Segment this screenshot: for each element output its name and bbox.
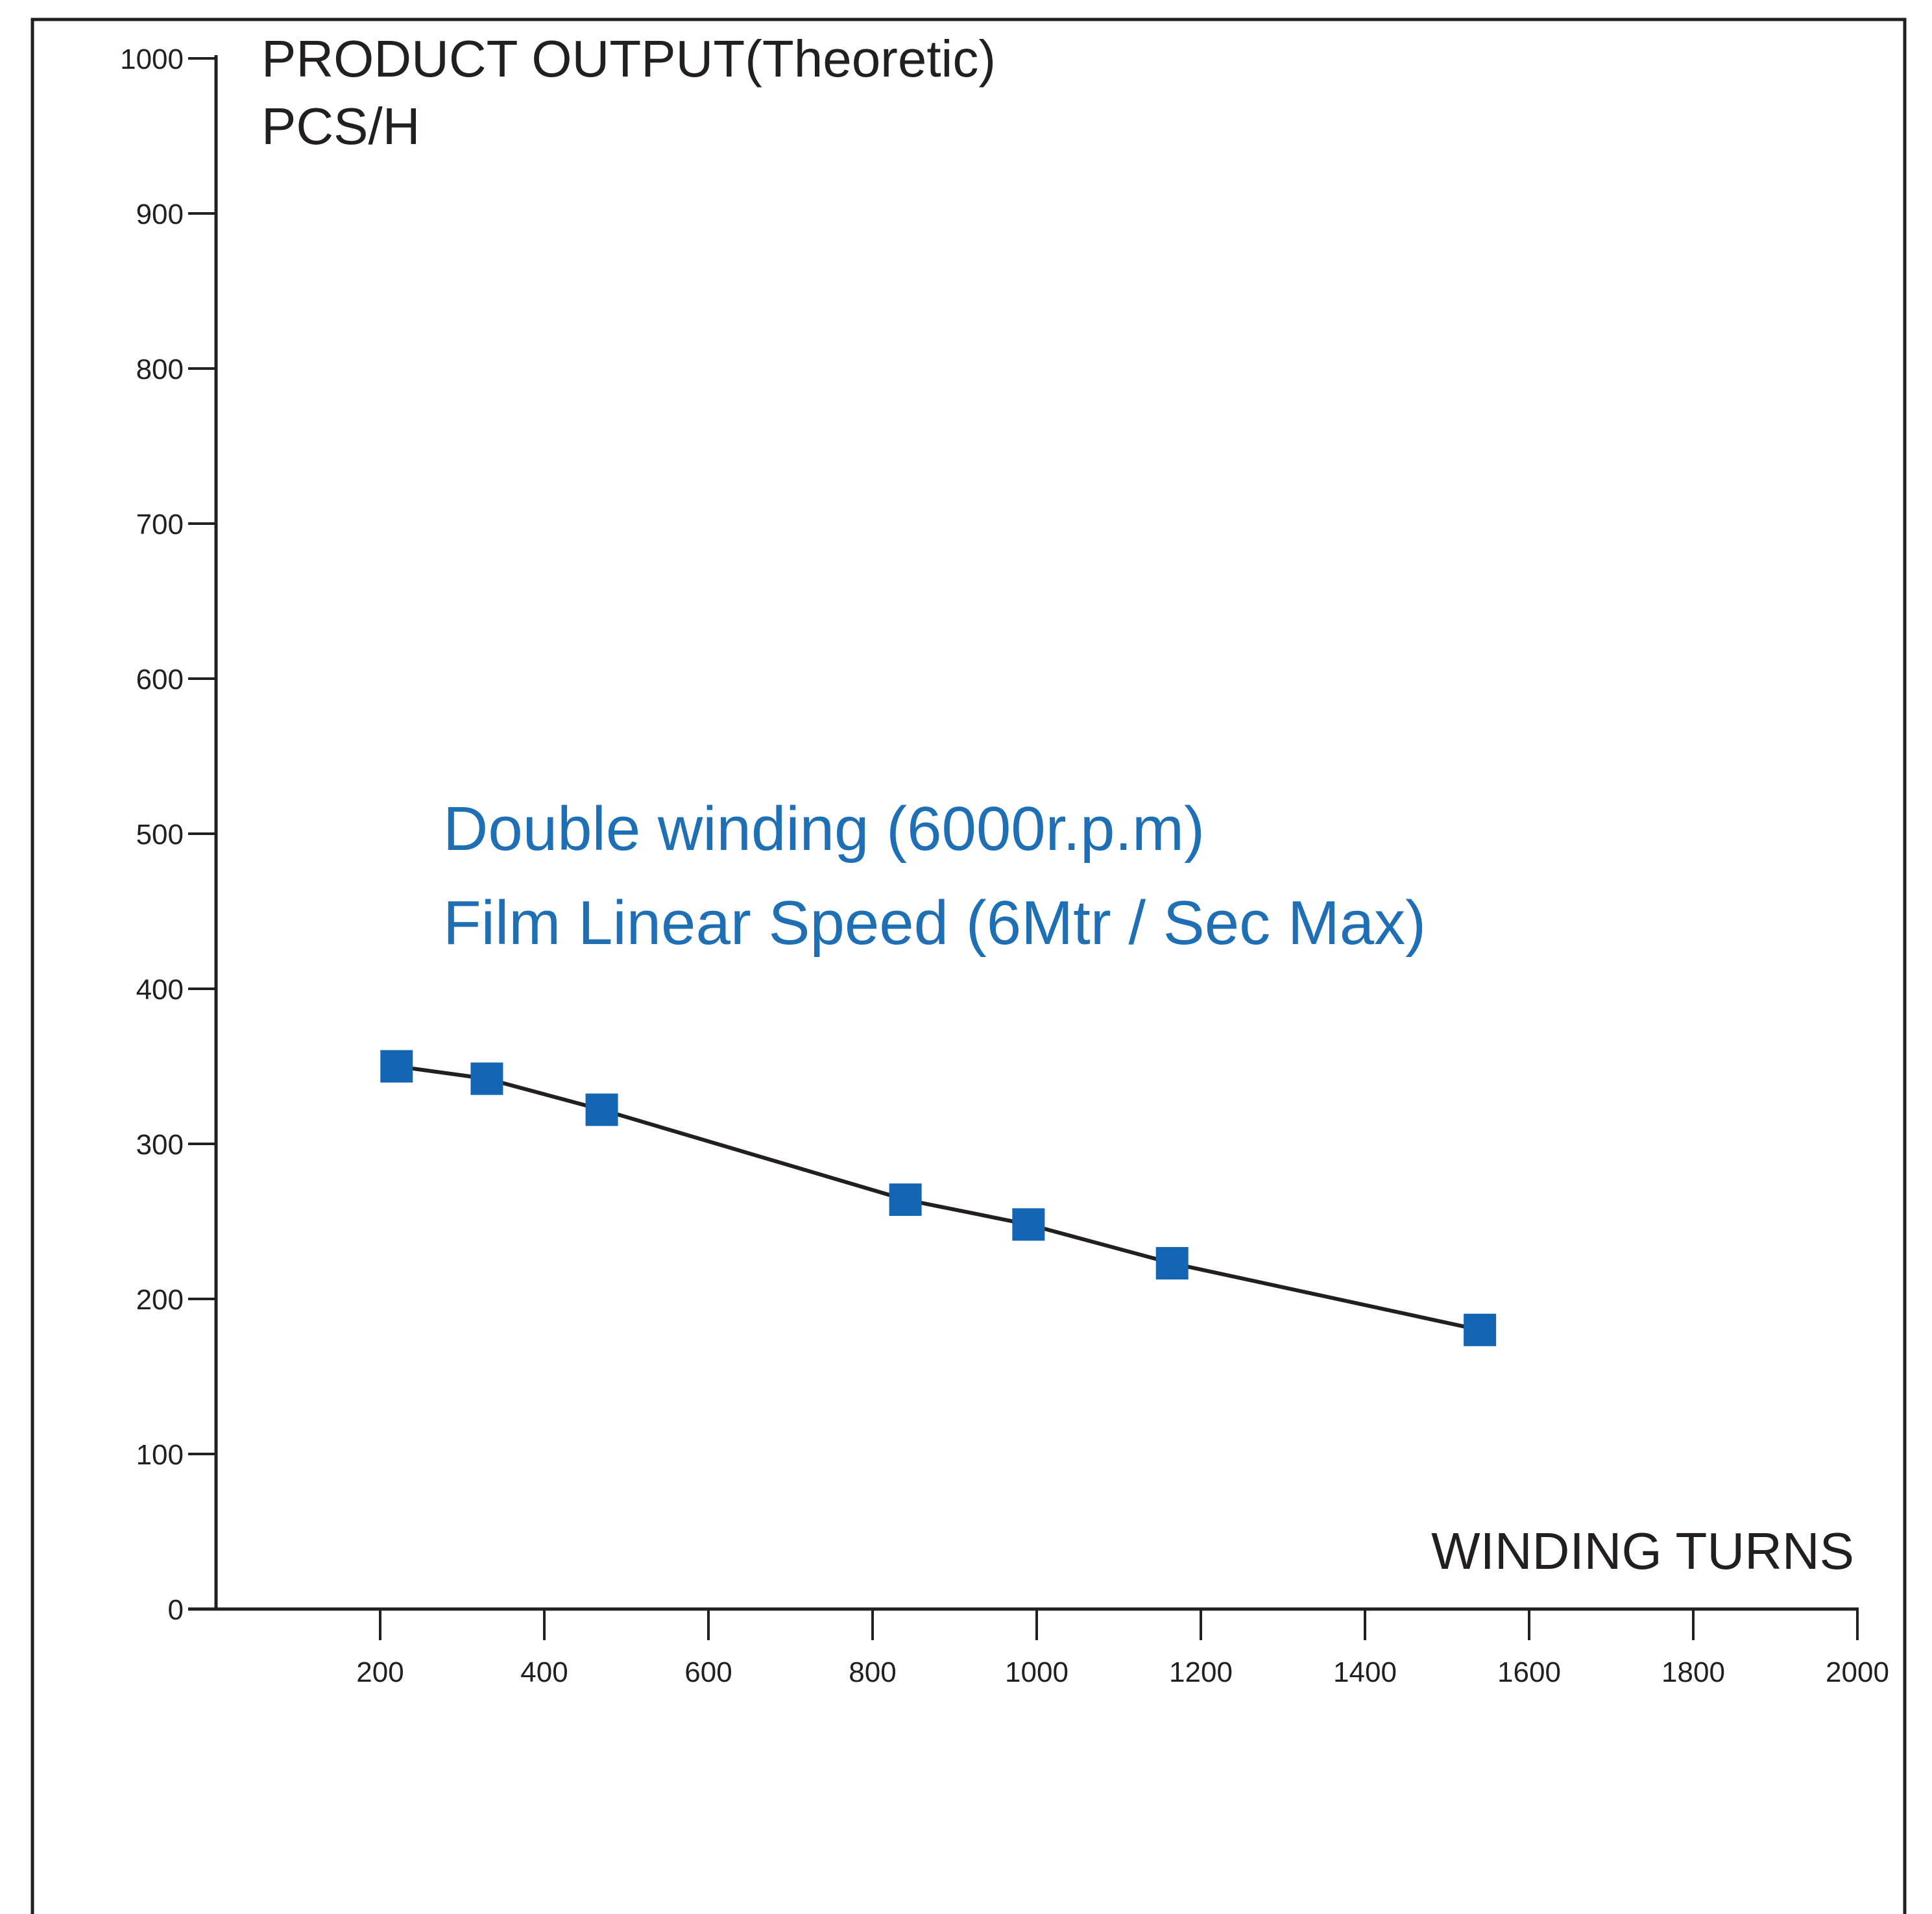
data-point-marker (470, 1062, 503, 1095)
y-tick-label: 100 (136, 1439, 184, 1471)
x-tick-label: 1800 (1661, 1656, 1725, 1688)
y-tick-label: 500 (136, 819, 184, 851)
annotation-double-winding: Double winding (6000r.p.m) (443, 794, 1205, 864)
x-tick-label: 1400 (1333, 1656, 1397, 1688)
data-point-marker (1464, 1313, 1497, 1346)
x-tick-label: 600 (684, 1656, 732, 1688)
x-tick-label: 2000 (1826, 1656, 1889, 1688)
annotation-film-linear-speed: Film Linear Speed (6Mtr / Sec Max) (443, 888, 1426, 958)
x-tick-label: 200 (356, 1656, 404, 1688)
y-tick-label: 800 (136, 354, 184, 385)
y-tick-label: 1000 (120, 43, 184, 75)
y-tick-label: 300 (136, 1129, 184, 1161)
x-tick-label: 1200 (1169, 1656, 1233, 1688)
data-point-marker (585, 1093, 618, 1126)
series-line (396, 1064, 1480, 1332)
data-point-marker (380, 1050, 413, 1083)
data-point-marker (1012, 1208, 1045, 1241)
series-markers (380, 1050, 1497, 1346)
chart-frame (30, 18, 1907, 1914)
y-tick-label: 900 (136, 199, 184, 230)
data-point-marker (1155, 1247, 1189, 1280)
y-tick-label: 0 (168, 1594, 184, 1626)
data-point-marker (889, 1183, 922, 1217)
y-tick-label: 400 (136, 974, 184, 1006)
x-axis-title: WINDING TURNS (1431, 1522, 1854, 1580)
x-tick-label: 1600 (1497, 1656, 1561, 1688)
y-axis-ticks: 0 100 200 300 400 500 600 700 800 900 1000 (120, 43, 216, 1626)
y-axis-title-line-1: PRODUCT OUTPUT(Theoretic) (261, 30, 996, 88)
y-axis-title-line-2: PCS/H (261, 97, 420, 155)
x-tick-label: 1000 (1005, 1656, 1069, 1688)
x-axis-ticks: 200 400 600 800 1000 1200 1400 1600 1800 2000 (356, 1609, 1889, 1688)
x-tick-label: 400 (520, 1656, 568, 1688)
y-tick-label: 700 (136, 509, 184, 540)
y-tick-label: 200 (136, 1284, 184, 1316)
y-tick-label: 600 (136, 664, 184, 696)
x-tick-label: 800 (849, 1656, 896, 1688)
